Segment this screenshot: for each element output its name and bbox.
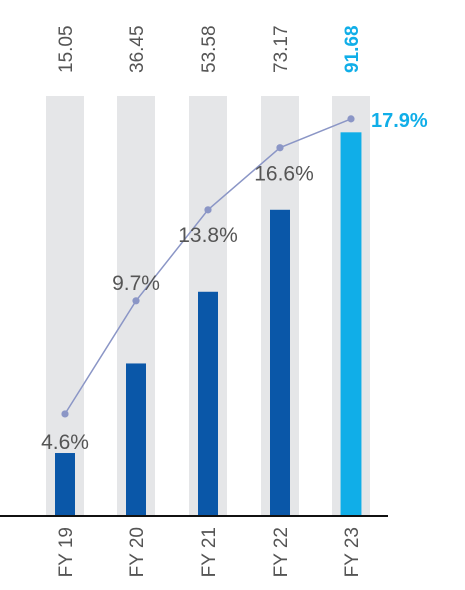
growth-point-2 [204,206,212,214]
bar-value-label-4: 91.68 [342,25,363,73]
bar-0 [55,453,75,516]
bar-value-label-2: 53.58 [199,25,220,73]
growth-point-0 [61,410,69,418]
growth-label-0: 4.6% [41,431,89,454]
bar-3 [270,209,290,516]
category-label-0: FY 19 [56,527,77,577]
growth-label-1: 9.7% [112,272,160,295]
growth-point-1 [132,297,140,305]
bar-track-0 [46,96,84,516]
bar-value-label-0: 15.05 [56,25,77,73]
growth-point-3 [276,144,284,152]
bar-4 [340,132,362,516]
category-label-2: FY 21 [199,527,220,577]
bar-2 [198,291,218,516]
category-label-1: FY 20 [127,527,148,577]
growth-label-3: 16.6% [254,163,314,186]
category-label-3: FY 22 [271,527,292,577]
bar-value-label-1: 36.45 [127,25,148,73]
growth-label-4: 17.9% [371,110,428,132]
bar-value-label-3: 73.17 [271,25,292,73]
bar-1 [126,363,146,516]
growth-point-4 [347,115,355,123]
category-label-4: FY 23 [342,527,363,577]
growth-label-2: 13.8% [178,224,238,247]
